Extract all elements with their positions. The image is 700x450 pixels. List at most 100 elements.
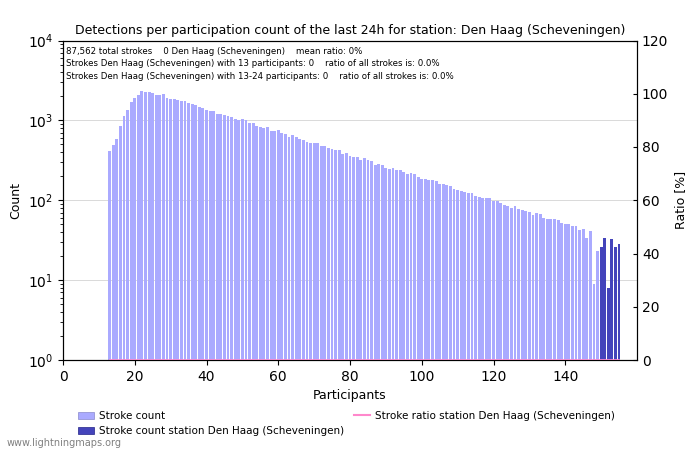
Bar [316,143,319,450]
Bar [212,111,215,450]
Bar [330,148,333,450]
Bar [428,180,430,450]
Bar [173,99,176,450]
Bar [155,95,158,450]
Y-axis label: Ratio [%]: Ratio [%] [674,171,687,230]
Bar [198,108,201,450]
Bar [176,100,179,450]
Bar [442,184,444,450]
Bar [424,180,427,450]
Bar [223,115,226,450]
Bar [370,161,373,450]
Bar [169,99,172,450]
Bar [352,157,355,450]
Bar [209,111,211,450]
Bar [256,126,258,450]
Bar [445,185,448,450]
Bar [456,189,459,450]
Bar [270,130,272,450]
Bar [281,133,284,450]
Bar [388,169,391,450]
Bar [126,110,129,450]
Bar [259,127,262,450]
Bar [305,142,309,450]
Bar [205,110,208,450]
Bar [474,196,477,450]
Bar [600,247,603,450]
Bar [141,91,144,450]
Bar [391,168,395,450]
Title: Detections per participation count of the last 24h for station: Den Haag (Scheve: Detections per participation count of th… [75,23,625,36]
Bar [219,114,223,450]
Bar [356,157,358,450]
Bar [116,139,118,450]
Bar [420,179,424,450]
Bar [137,94,140,450]
Bar [284,134,287,450]
Bar [384,167,387,450]
Bar [535,212,538,450]
Bar [130,103,132,450]
Bar [550,219,552,450]
Bar [298,139,301,450]
Bar [416,177,419,450]
Text: 87,562 total strokes    0 Den Haag (Scheveningen)    mean ratio: 0%
Strokes Den : 87,562 total strokes 0 Den Haag (Scheven… [66,47,454,81]
Bar [564,224,567,450]
Bar [313,143,316,450]
Bar [230,117,233,450]
Bar [266,127,269,450]
Bar [144,93,147,450]
Bar [413,174,416,450]
Bar [496,201,498,450]
Bar [477,197,481,450]
Bar [381,165,384,450]
Bar [216,114,218,450]
Bar [180,100,183,450]
Bar [122,116,125,450]
Bar [195,105,197,450]
Bar [148,92,150,450]
Bar [359,160,362,450]
Bar [202,108,204,450]
Bar [151,93,154,450]
Text: www.lightningmaps.org: www.lightningmaps.org [7,438,122,448]
Bar [276,130,280,450]
Bar [585,238,588,450]
Bar [510,207,513,450]
Bar [539,214,542,450]
Bar [244,120,247,450]
X-axis label: Participants: Participants [313,389,387,402]
Legend: Stroke count, Stroke count station Den Haag (Scheveningen), Stroke ratio station: Stroke count, Stroke count station Den H… [74,407,620,440]
Bar [603,238,606,450]
Bar [596,251,599,450]
Bar [395,170,398,450]
Bar [248,123,251,450]
Bar [108,152,111,450]
Bar [133,99,136,450]
Bar [531,215,534,450]
Bar [517,209,520,450]
Bar [402,172,405,450]
Bar [571,226,574,450]
Bar [560,223,563,450]
Bar [367,160,370,450]
Bar [273,131,276,450]
Bar [589,231,591,450]
Bar [252,123,255,450]
Bar [377,164,380,450]
Bar [485,198,488,450]
Bar [435,180,438,450]
Bar [190,104,194,450]
Bar [438,184,441,450]
Bar [503,205,505,450]
Bar [592,284,596,450]
Bar [166,98,169,450]
Bar [492,201,495,450]
Bar [610,238,613,450]
Bar [406,174,409,450]
Bar [262,128,265,450]
Bar [295,137,298,450]
Bar [374,165,377,450]
Bar [323,146,326,450]
Bar [467,193,470,450]
